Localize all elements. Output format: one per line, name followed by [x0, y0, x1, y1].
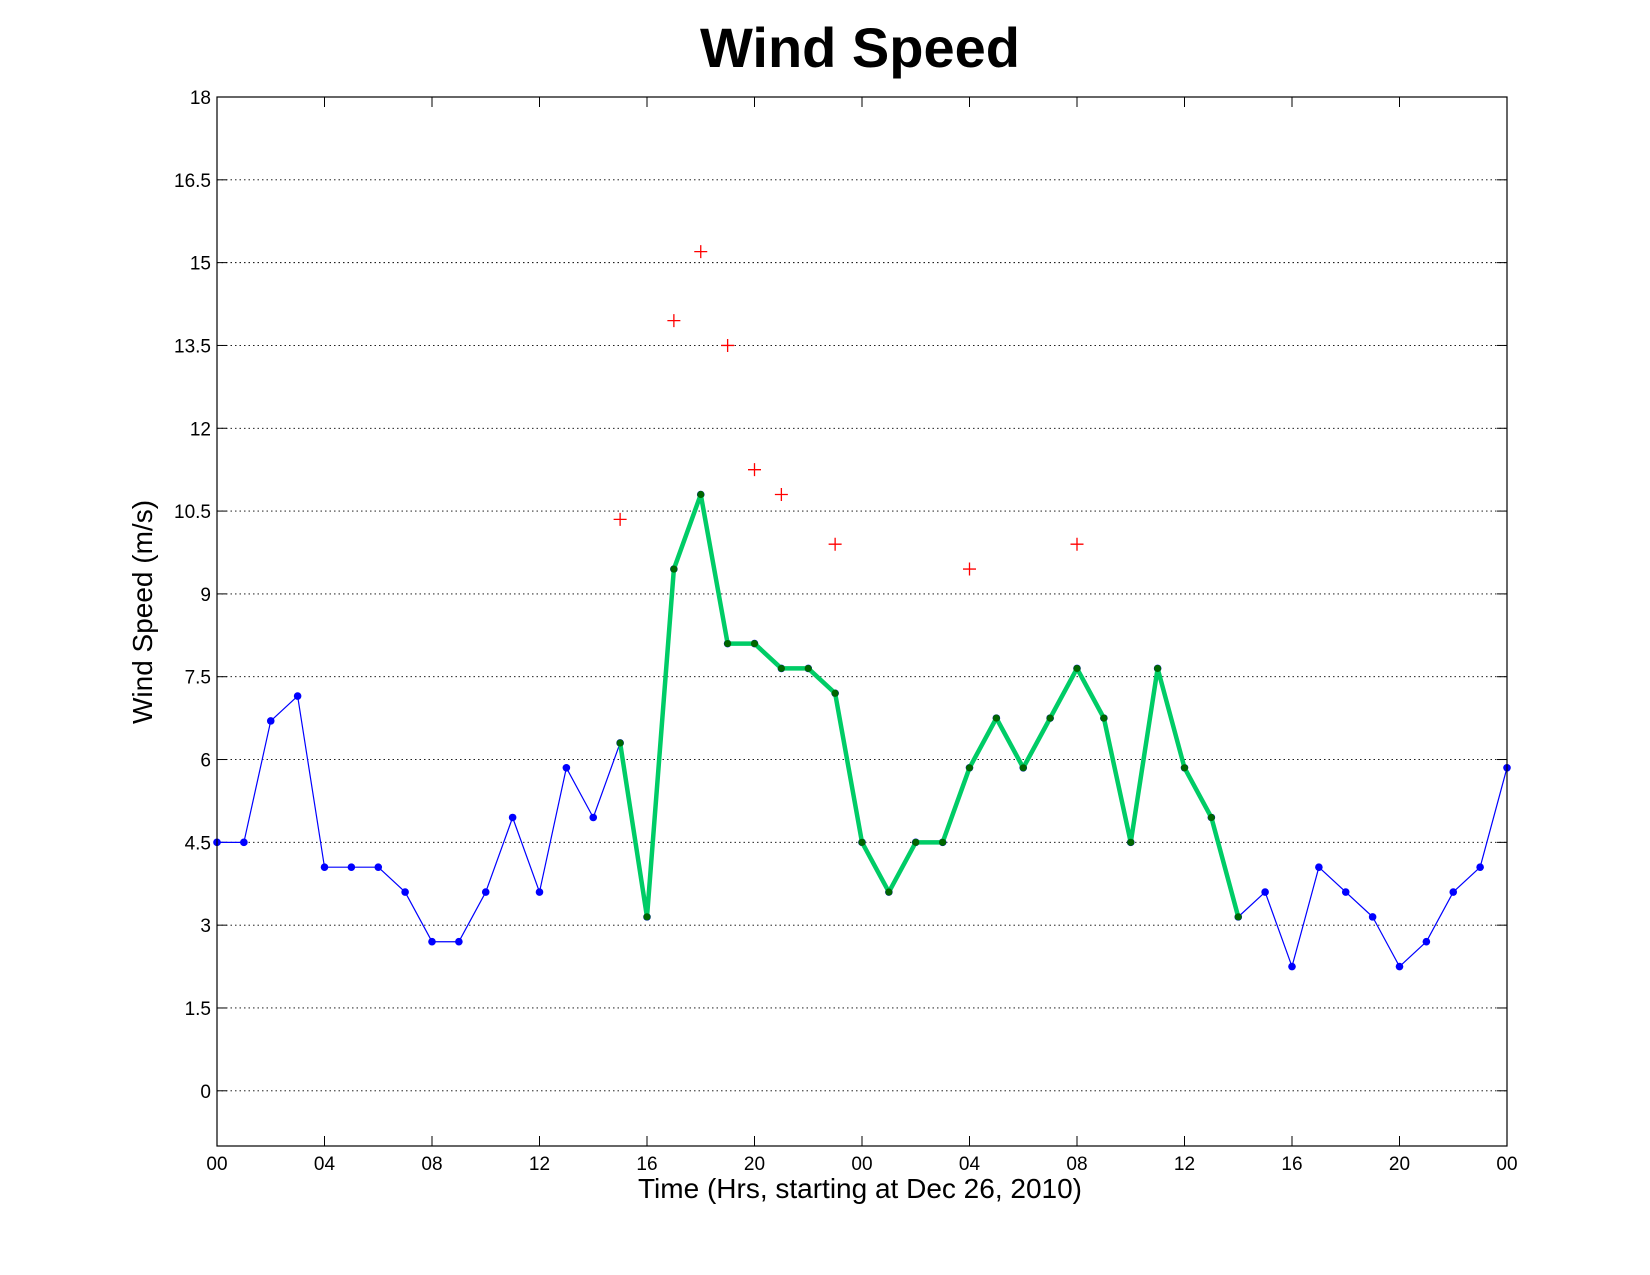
- data-point: [1180, 764, 1189, 772]
- data-point: [724, 639, 732, 648]
- y-tick-label: 4.5: [185, 833, 211, 854]
- data-point: [1019, 764, 1027, 772]
- data-point: [1127, 838, 1135, 846]
- data-point: [1288, 962, 1296, 971]
- x-tick-label: 04: [314, 1154, 336, 1175]
- plus-marker: [1070, 537, 1084, 551]
- data-point: [939, 838, 947, 846]
- data-point: [535, 888, 544, 896]
- plus-marker: [667, 314, 681, 328]
- data-point: [1100, 714, 1108, 722]
- plus-marker: [721, 338, 735, 352]
- y-tick-label: 3: [200, 916, 211, 937]
- y-tick-label: 9: [200, 585, 211, 606]
- x-tick-label: 08: [421, 1154, 442, 1175]
- x-tick-label: 04: [959, 1154, 981, 1175]
- data-point: [643, 913, 651, 921]
- plot-area: 0 1.5 3 4.5 6 7.5 9 10.5 12 13.5 15 16.5 18 00 04 08 12 1…: [174, 88, 1518, 1175]
- x-tick-label: 20: [1389, 1154, 1410, 1175]
- data-point: [616, 739, 624, 747]
- data-point: [912, 838, 920, 846]
- x-tick-label: 00: [206, 1154, 227, 1175]
- data-point: [508, 813, 517, 822]
- data-point: [240, 838, 248, 847]
- y-tick-label: 7.5: [185, 668, 211, 689]
- data-point: [670, 565, 678, 573]
- data-point: [1395, 962, 1404, 971]
- plus-marker: [774, 488, 788, 502]
- data-point: [401, 888, 409, 896]
- data-point: [589, 813, 598, 822]
- data-point: [777, 664, 785, 673]
- data-point: [1422, 937, 1431, 946]
- data-point: [1368, 913, 1377, 921]
- data-point: [1207, 813, 1215, 822]
- y-tick-label: 12: [190, 419, 211, 440]
- data-point: [992, 714, 1000, 722]
- x-tick-label: 00: [851, 1154, 872, 1175]
- data-point: [455, 937, 463, 946]
- data-point: [1073, 664, 1081, 673]
- x-axis-label: Time (Hrs, starting at Dec 26, 2010): [638, 1173, 1082, 1204]
- data-point: [266, 717, 275, 725]
- axis-ticks: 0 1.5 3 4.5 6 7.5 9 10.5 12 13.5 15 16.5 18 00 04 08 12 1…: [174, 88, 1518, 1175]
- y-tick-label: 15: [190, 254, 211, 275]
- plot-frame: [216, 96, 1508, 1147]
- x-tick-label: 08: [1066, 1154, 1087, 1175]
- chart-title: Wind Speed: [700, 16, 1020, 79]
- data-point: [428, 937, 436, 946]
- x-tick-label: 16: [1281, 1154, 1302, 1175]
- plus-marker: [694, 245, 708, 259]
- series-line: [617, 492, 1241, 920]
- series-plus-markers: [613, 245, 1084, 576]
- data-point: [1154, 664, 1162, 673]
- data-point: [320, 863, 329, 871]
- plus-marker: [828, 537, 842, 551]
- data-point: [885, 888, 893, 896]
- data-point: [1341, 888, 1350, 896]
- y-tick-label: 0: [200, 1082, 211, 1103]
- data-point: [697, 490, 705, 499]
- data-series: [213, 245, 1511, 971]
- x-tick-label: 20: [744, 1154, 765, 1175]
- y-tick-label: 6: [200, 751, 211, 772]
- data-point: [858, 838, 866, 846]
- series-thick-line-dots: [616, 490, 1242, 921]
- y-tick-label: 18: [190, 88, 211, 109]
- data-point: [1476, 863, 1484, 871]
- x-tick-label: 12: [1174, 1154, 1195, 1175]
- data-point: [1046, 714, 1054, 722]
- data-point: [1315, 863, 1323, 871]
- plus-marker: [613, 512, 627, 526]
- data-point: [562, 764, 571, 772]
- y-axis-label: Wind Speed (m/s): [127, 500, 158, 724]
- data-point: [481, 888, 490, 896]
- x-tick-label: 16: [636, 1154, 657, 1175]
- y-tick-label: 10.5: [174, 502, 211, 523]
- x-tick-label: 12: [529, 1154, 550, 1175]
- plus-marker: [748, 463, 761, 477]
- data-point: [347, 863, 356, 871]
- data-point: [750, 639, 759, 648]
- data-point: [965, 764, 974, 772]
- data-point: [831, 689, 839, 697]
- data-point: [1234, 913, 1242, 921]
- y-tick-label: 16.5: [174, 171, 211, 192]
- data-point: [374, 863, 383, 871]
- data-point: [1261, 888, 1269, 896]
- data-point: [1449, 888, 1458, 896]
- data-point: [804, 664, 812, 673]
- y-tick-label: 1.5: [185, 999, 211, 1020]
- data-point: [293, 692, 302, 700]
- y-tick-label: 13.5: [174, 336, 211, 357]
- x-tick-label: 00: [1496, 1154, 1517, 1175]
- plus-marker: [963, 562, 976, 576]
